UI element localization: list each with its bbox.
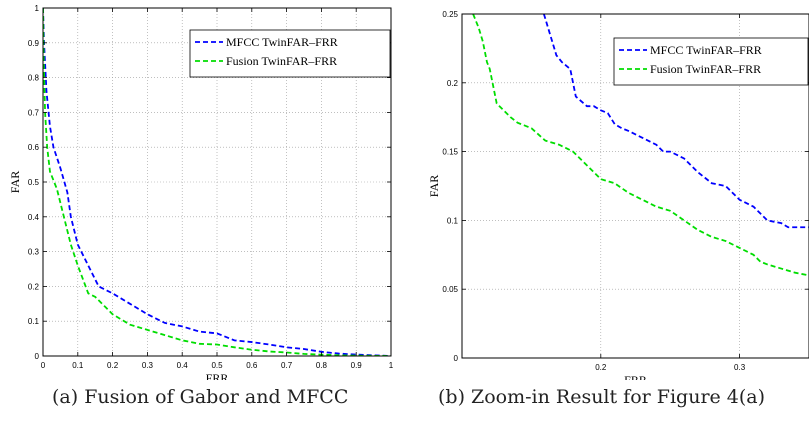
- x-tick-label: 0.4: [177, 361, 189, 370]
- y-axis-label: FAR: [8, 171, 22, 193]
- y-tick-label: 0.15: [442, 148, 458, 157]
- legend-label: MFCC TwinFAR–FRR: [650, 43, 762, 57]
- y-tick-label: 0.9: [28, 39, 40, 48]
- y-tick-label: 0.5: [28, 178, 40, 187]
- x-tick-label: 0.6: [246, 361, 258, 370]
- legend-label: MFCC TwinFAR–FRR: [226, 35, 338, 49]
- y-tick-label: 0: [454, 354, 459, 363]
- y-tick-label: 0.1: [447, 216, 459, 225]
- chart-a: 0 0.1 0.2 0.3 0.4 0.5 0.6 0.7 0.8 0.9 1 0 0.1 0.2 0.3 0…: [8, 4, 394, 380]
- y-tick-label: 0.4: [28, 213, 40, 222]
- caption-a: (a) Fusion of Gabor and MFCC: [52, 386, 349, 408]
- y-tick-label: 0.6: [28, 143, 40, 152]
- series-line-mfcc: [543, 14, 809, 229]
- y-tick-label: 0.8: [28, 74, 40, 83]
- y-tick-label: 0.05: [442, 285, 458, 294]
- legend-box: [613, 37, 809, 86]
- x-tick-label: 0.1: [72, 361, 84, 370]
- series-line-mfcc: [43, 8, 391, 356]
- legend-box: [189, 29, 391, 78]
- figure-canvas: 0 0.1 0.2 0.3 0.4 0.5 0.6 0.7 0.8 0.9 100.10.20.30…: [8, 4, 809, 380]
- legend-label: Fusion TwinFAR–FRR: [650, 62, 761, 76]
- y-axis-label: FAR: [427, 175, 441, 197]
- x-tick-label: 0: [41, 361, 46, 370]
- y-tick-label: 0.7: [28, 108, 40, 117]
- x-tick-label: 0.2: [107, 361, 119, 370]
- x-tick-label: 1: [389, 361, 394, 370]
- legend-label: Fusion TwinFAR–FRR: [226, 54, 337, 68]
- y-tick-label: 0.1: [28, 317, 40, 326]
- y-tick-label: 0.2: [28, 282, 40, 291]
- axes-frame: [461, 13, 809, 359]
- y-tick-label: 1: [35, 4, 40, 13]
- x-tick-label: 0.2: [595, 363, 607, 372]
- series-line-fusion: [472, 14, 809, 277]
- caption-b: (b) Zoom-in Result for Figure 4(a): [438, 386, 766, 408]
- x-tick-label: 0.5: [211, 361, 223, 370]
- series-line-fusion: [43, 8, 391, 356]
- y-tick-label: 0.2: [447, 79, 459, 88]
- y-tick-label: 0.25: [442, 10, 458, 19]
- y-tick-label: 0.3: [28, 248, 40, 257]
- x-tick-label: 0.3: [734, 363, 746, 372]
- x-tick-label: 0.8: [316, 361, 328, 370]
- y-tick-label: 0: [35, 352, 40, 361]
- x-tick-label: 0.3: [142, 361, 154, 370]
- x-axis-label: FRR: [206, 371, 229, 380]
- x-tick-label: 0.9: [351, 361, 363, 370]
- chart-b: 0.2 0.3 0 0.05 0.1 0.15 0.2 0.25 FRR FAR MFCC Twin…: [427, 10, 809, 380]
- x-tick-label: 0.7: [281, 361, 293, 370]
- x-axis-label: FRR: [624, 373, 647, 380]
